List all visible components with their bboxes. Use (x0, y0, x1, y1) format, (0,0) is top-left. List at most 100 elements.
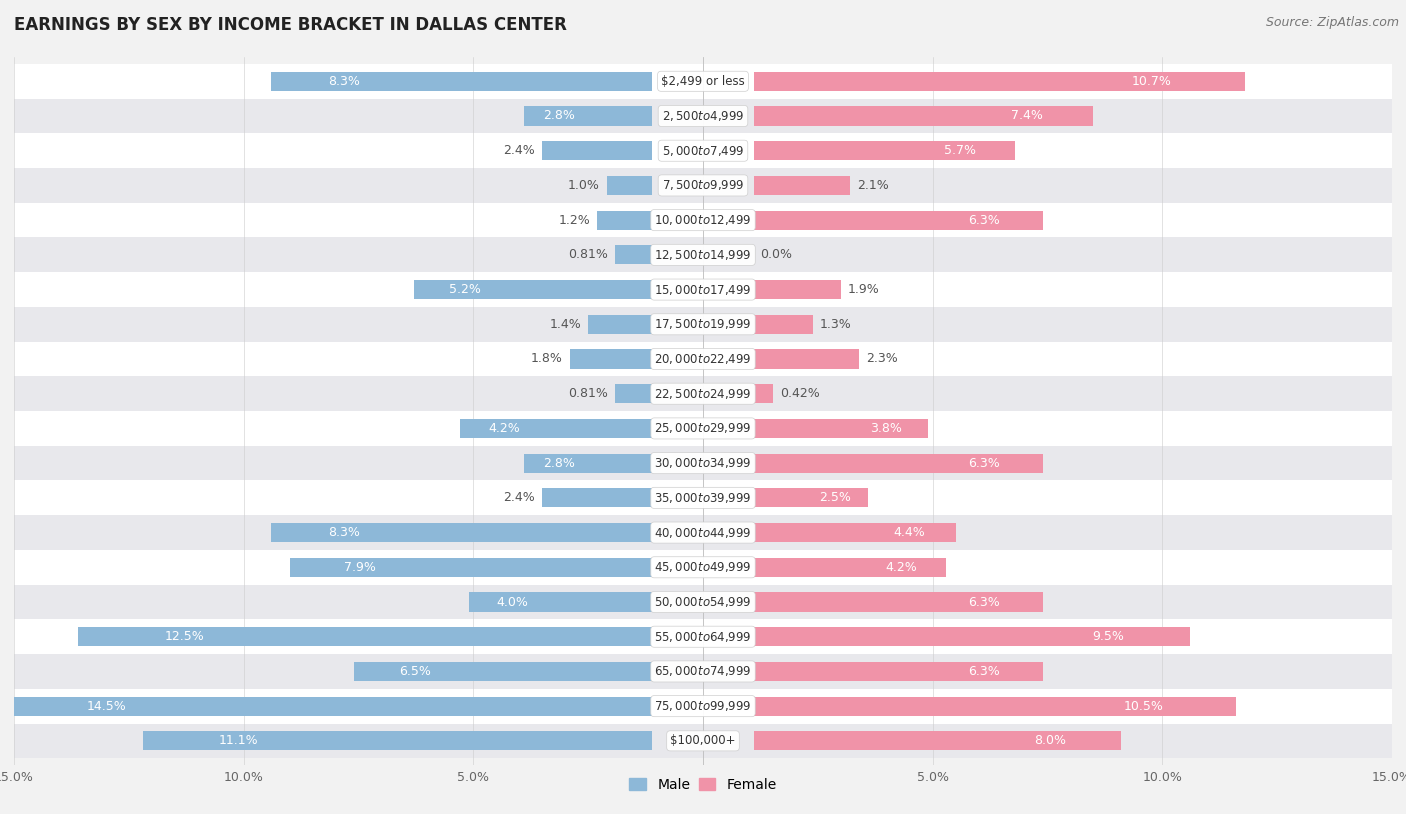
Text: 2.8%: 2.8% (543, 110, 575, 122)
Text: 7.9%: 7.9% (344, 561, 375, 574)
Text: 1.0%: 1.0% (568, 179, 599, 192)
Bar (754, 697, 1236, 716)
Text: 10.5%: 10.5% (1123, 700, 1163, 712)
Text: $7,500 to $9,999: $7,500 to $9,999 (662, 178, 744, 192)
Text: $65,000 to $74,999: $65,000 to $74,999 (654, 664, 752, 678)
Text: 5.2%: 5.2% (450, 283, 481, 296)
Text: 0.0%: 0.0% (761, 248, 793, 261)
Bar (79, 627, 652, 646)
Bar (754, 662, 1043, 681)
Text: 6.3%: 6.3% (967, 596, 1000, 609)
Text: 2.4%: 2.4% (503, 492, 536, 505)
Bar (754, 141, 1015, 160)
Text: 4.2%: 4.2% (886, 561, 918, 574)
Text: 1.9%: 1.9% (848, 283, 879, 296)
Text: $10,000 to $12,499: $10,000 to $12,499 (654, 213, 752, 227)
Text: 1.8%: 1.8% (531, 352, 562, 365)
Text: 4.4%: 4.4% (894, 526, 925, 539)
Text: 12.5%: 12.5% (165, 630, 204, 643)
Text: 1.4%: 1.4% (550, 317, 581, 330)
Text: $50,000 to $54,999: $50,000 to $54,999 (654, 595, 752, 609)
Bar (14, 168, 1392, 203)
Bar (524, 453, 652, 473)
Bar (524, 107, 652, 125)
Bar (616, 245, 652, 265)
Bar (413, 280, 652, 299)
Text: $100,000+: $100,000+ (671, 734, 735, 747)
Legend: Male, Female: Male, Female (624, 772, 782, 797)
Text: 2.5%: 2.5% (820, 492, 851, 505)
Text: 0.81%: 0.81% (568, 387, 609, 400)
Bar (543, 488, 652, 507)
Bar (754, 558, 946, 577)
Text: 8.0%: 8.0% (1033, 734, 1066, 747)
Bar (754, 107, 1094, 125)
Bar (354, 662, 652, 681)
Text: 14.5%: 14.5% (86, 700, 127, 712)
Bar (754, 315, 813, 334)
Bar (754, 349, 859, 369)
Text: $55,000 to $64,999: $55,000 to $64,999 (654, 630, 752, 644)
Text: 2.8%: 2.8% (543, 457, 575, 470)
Text: 0.81%: 0.81% (568, 248, 609, 261)
Bar (754, 523, 956, 542)
Text: $5,000 to $7,499: $5,000 to $7,499 (662, 144, 744, 158)
Text: $2,500 to $4,999: $2,500 to $4,999 (662, 109, 744, 123)
Text: $22,500 to $24,999: $22,500 to $24,999 (654, 387, 752, 400)
Text: 1.3%: 1.3% (820, 317, 852, 330)
Bar (14, 98, 1392, 133)
Text: $30,000 to $34,999: $30,000 to $34,999 (654, 456, 752, 470)
Text: $45,000 to $49,999: $45,000 to $49,999 (654, 560, 752, 575)
Bar (14, 376, 1392, 411)
Text: 8.3%: 8.3% (329, 526, 360, 539)
Text: 11.1%: 11.1% (219, 734, 259, 747)
Text: 10.7%: 10.7% (1132, 75, 1171, 88)
Text: Source: ZipAtlas.com: Source: ZipAtlas.com (1265, 16, 1399, 29)
Text: $20,000 to $22,499: $20,000 to $22,499 (654, 352, 752, 366)
Bar (14, 689, 1392, 724)
Bar (14, 446, 1392, 480)
Bar (754, 453, 1043, 473)
Bar (754, 488, 869, 507)
Bar (14, 515, 1392, 550)
Text: 2.4%: 2.4% (503, 144, 536, 157)
Text: $12,500 to $14,999: $12,500 to $14,999 (654, 247, 752, 262)
Bar (14, 654, 1392, 689)
Bar (14, 411, 1392, 446)
Bar (754, 593, 1043, 611)
Bar (142, 731, 652, 751)
Bar (14, 480, 1392, 515)
Bar (606, 176, 652, 195)
Bar (754, 731, 1121, 751)
Text: 6.3%: 6.3% (967, 213, 1000, 226)
Bar (754, 72, 1244, 91)
Text: 9.5%: 9.5% (1092, 630, 1125, 643)
Text: 1.2%: 1.2% (558, 213, 591, 226)
Bar (271, 72, 652, 91)
Text: 8.3%: 8.3% (329, 75, 360, 88)
Text: $25,000 to $29,999: $25,000 to $29,999 (654, 422, 752, 435)
Bar (543, 141, 652, 160)
Text: $15,000 to $17,499: $15,000 to $17,499 (654, 282, 752, 296)
Bar (14, 238, 1392, 272)
Text: $17,500 to $19,999: $17,500 to $19,999 (654, 317, 752, 331)
Text: 3.8%: 3.8% (870, 422, 901, 435)
Text: 0.42%: 0.42% (780, 387, 820, 400)
Bar (14, 133, 1392, 168)
Bar (271, 523, 652, 542)
Bar (468, 593, 652, 611)
Bar (14, 307, 1392, 342)
Bar (754, 280, 841, 299)
Text: 4.2%: 4.2% (488, 422, 520, 435)
Text: $75,000 to $99,999: $75,000 to $99,999 (654, 699, 752, 713)
Bar (754, 176, 851, 195)
Text: $2,499 or less: $2,499 or less (661, 75, 745, 88)
Text: 2.3%: 2.3% (866, 352, 898, 365)
Bar (14, 724, 1392, 758)
Bar (14, 64, 1392, 98)
Bar (14, 584, 1392, 619)
Bar (14, 203, 1392, 238)
Bar (598, 211, 652, 230)
Text: 6.5%: 6.5% (399, 665, 430, 678)
Text: 2.1%: 2.1% (856, 179, 889, 192)
